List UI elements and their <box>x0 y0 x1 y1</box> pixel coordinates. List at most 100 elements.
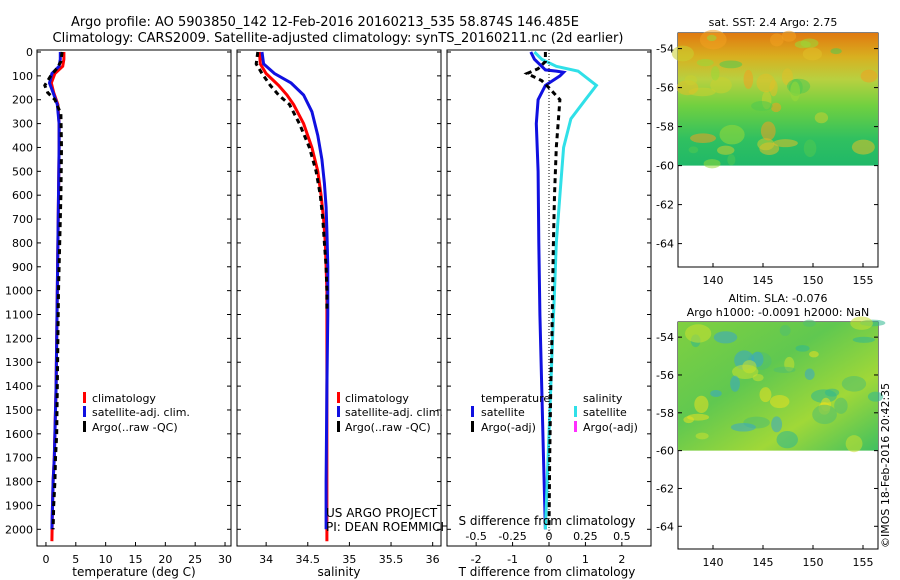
y-tick-label: 1400 <box>5 380 33 393</box>
y-tick-label: 600 <box>12 189 33 202</box>
title-line-1: Argo profile: AO 5903850_142 12-Feb-2016… <box>71 15 579 30</box>
sla-texture <box>824 388 840 397</box>
sla-texture <box>795 345 810 352</box>
x-tick-label: 15 <box>128 553 142 566</box>
sla-texture <box>841 376 867 392</box>
y-tick-label: 1000 <box>5 285 33 298</box>
x-tick-label: 1 <box>582 553 589 566</box>
temperature-panel: 0 5 10 15 20 25 300100200300400500600700800900… <box>5 46 232 579</box>
map-x-tick-label: 145 <box>753 556 774 569</box>
sst-map-title: sat. SST: 2.4 Argo: 2.75 <box>709 16 838 29</box>
sla-texture <box>850 316 873 330</box>
project-annotation-1: US ARGO PROJECT <box>326 506 438 520</box>
y-tick-label: 1100 <box>5 309 33 322</box>
sst-texture <box>830 48 842 55</box>
sla-texture <box>773 366 796 373</box>
map-y-tick-label: -64 <box>656 520 674 533</box>
sst-texture <box>794 40 811 49</box>
sla-texture <box>730 375 740 392</box>
x-tick-label: -1 <box>507 553 518 566</box>
temperature-xlabel: temperature (deg C) <box>72 565 195 579</box>
x-tick-label: 35.5 <box>379 553 404 566</box>
legend-label-t-argo: Argo(-adj) <box>481 421 536 434</box>
y-tick-label: 100 <box>12 70 33 83</box>
legend-swatch-satellite <box>337 406 340 417</box>
series-t-argo-adj- <box>523 52 562 530</box>
y-tick-label: 200 <box>12 94 33 107</box>
sst-texture <box>706 34 717 42</box>
legend-title-salinity: salinity <box>583 392 623 405</box>
legend-label-s-argo: Argo(-adj) <box>583 421 638 434</box>
salinity-panel: 34 34.5 35 35.5 36 salinity US ARGO PROJECT … <box>236 49 449 579</box>
sst-texture <box>710 77 732 94</box>
sla-texture <box>710 390 722 398</box>
sst-texture <box>751 101 773 111</box>
sla-texture <box>694 395 709 414</box>
map-y-tick-label: -54 <box>656 43 674 56</box>
sst-texture <box>803 139 817 158</box>
s-tick-label: 0.5 <box>613 530 631 543</box>
legend-swatch-argo <box>337 421 340 432</box>
legend-swatch-s-satellite <box>574 406 577 417</box>
legend-swatch-t-argo <box>471 421 474 432</box>
series-t-satellite <box>529 51 567 530</box>
sst-texture <box>710 66 720 81</box>
map-y-tick-label: -60 <box>656 445 674 458</box>
legend-title-temperature: temperature <box>481 392 550 405</box>
x-tick-label: 36 <box>426 553 440 566</box>
x-tick-label: 25 <box>188 553 202 566</box>
sst-texture <box>814 112 829 124</box>
legend-swatch-s-argo <box>574 421 577 432</box>
sst-texture <box>759 142 780 155</box>
x-tick-label: 5 <box>72 553 79 566</box>
sst-texture <box>684 75 698 86</box>
sst-texture <box>781 30 797 42</box>
sla-texture <box>730 423 756 432</box>
title-line-2: Climatology: CARS2009. Satellite-adjuste… <box>53 31 624 46</box>
legend-swatch-t-satellite <box>471 406 474 417</box>
sla-texture <box>759 387 772 403</box>
sst-texture <box>860 69 878 83</box>
y-tick-label: 1800 <box>5 476 33 489</box>
temperature-axes-frame <box>36 49 232 547</box>
sla-texture <box>683 416 694 424</box>
y-tick-label: 1700 <box>5 452 33 465</box>
sla-texture <box>769 394 790 409</box>
map-x-tick-label: 155 <box>853 556 874 569</box>
legend-swatch-climatology <box>337 392 340 403</box>
series-argo-raw-qc- <box>254 51 329 310</box>
legend-label-climatology: climatology <box>92 392 156 405</box>
y-tick-label: 300 <box>12 118 33 131</box>
sst-texture <box>756 73 776 93</box>
sla-texture <box>776 430 798 449</box>
difference-top-label: S difference from climatology <box>459 514 636 528</box>
legend-swatch-argo <box>83 421 86 432</box>
x-tick-label: 2 <box>618 553 625 566</box>
legend-label-satellite: satellite-adj. clim. <box>345 406 443 419</box>
salinity-legend: climatology satellite-adj. clim. Argo(..… <box>337 392 443 434</box>
sst-texture <box>717 145 735 155</box>
map-y-tick-label: -62 <box>656 199 674 212</box>
sla-texture <box>742 360 757 374</box>
sst-texture <box>696 59 714 67</box>
s-tick-label: 0.25 <box>573 530 598 543</box>
legend-label-satellite: satellite-adj. clim. <box>92 406 190 419</box>
sla-texture <box>804 368 815 380</box>
legend-label-argo: Argo(..raw -QC) <box>92 421 178 434</box>
y-tick-label: 1200 <box>5 332 33 345</box>
map-y-tick-label: -58 <box>656 121 674 134</box>
map-y-tick-label: -54 <box>656 331 674 344</box>
sla-texture <box>713 331 738 344</box>
x-tick-label: 35 <box>342 553 356 566</box>
x-tick-label: 30 <box>218 553 232 566</box>
sst-texture <box>851 139 875 155</box>
map-x-tick-label: 140 <box>703 274 724 287</box>
sst-texture <box>688 146 699 154</box>
salinity-axes-frame <box>236 49 442 547</box>
y-tick-label: 700 <box>12 213 33 226</box>
sst-texture <box>772 139 798 148</box>
x-tick-label: 34.5 <box>296 553 321 566</box>
legend-label-t-satellite: satellite <box>481 406 525 419</box>
legend-label-argo: Argo(..raw -QC) <box>345 421 431 434</box>
